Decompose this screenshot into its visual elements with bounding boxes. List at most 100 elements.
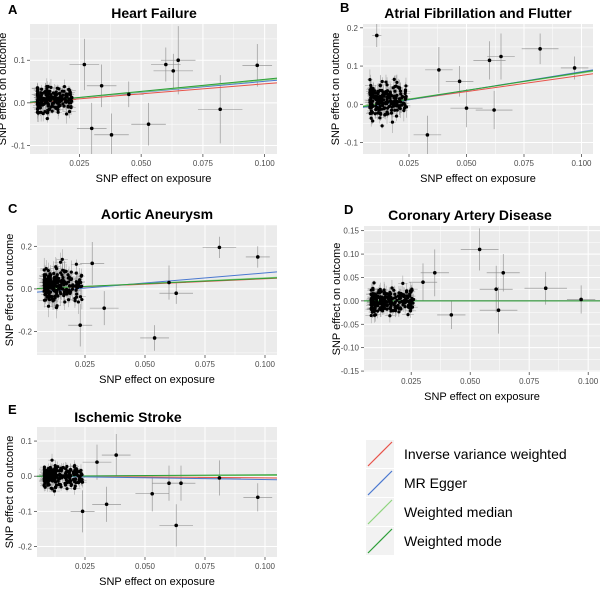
snp-point (393, 296, 396, 299)
snp-point (58, 474, 61, 477)
snp-point (62, 105, 65, 108)
snp-point (387, 105, 390, 108)
snp-point (73, 487, 76, 490)
snp-point (458, 80, 462, 84)
snp-point (433, 271, 437, 275)
y-tick-label: 0.2 (347, 24, 359, 33)
snp-point (68, 285, 71, 288)
x-tick-label: 0.025 (399, 159, 420, 168)
x-tick-label: 0.025 (75, 360, 96, 369)
snp-point (40, 88, 43, 91)
snp-point (397, 307, 400, 310)
snp-point (51, 287, 54, 290)
snp-point (218, 476, 222, 480)
snp-point (47, 104, 50, 107)
snp-point (47, 297, 50, 300)
snp-point (371, 307, 374, 310)
snp-point (75, 272, 78, 275)
snp-point (53, 468, 56, 471)
snp-point (381, 95, 384, 98)
snp-point (52, 479, 55, 482)
snp-point (385, 96, 388, 99)
snp-point (404, 92, 407, 95)
snp-point (390, 109, 393, 112)
x-axis-label: SNP effect on exposure (96, 173, 212, 185)
snp-point (49, 475, 52, 478)
snp-point (53, 98, 56, 101)
snp-point (50, 459, 53, 462)
snp-point (388, 314, 391, 317)
snp-point (573, 66, 577, 70)
snp-point (404, 88, 407, 91)
snp-point (375, 34, 379, 38)
snp-point (55, 484, 58, 487)
snp-point (393, 90, 396, 93)
snp-point (46, 117, 49, 120)
snp-point (114, 453, 118, 457)
snp-point (56, 87, 59, 90)
snp-point (95, 460, 99, 464)
snp-point (68, 89, 71, 92)
snp-point (62, 294, 65, 297)
snp-point (399, 89, 402, 92)
snp-point (255, 64, 259, 68)
snp-point (368, 78, 371, 81)
snp-point (371, 299, 374, 302)
snp-point (90, 262, 94, 266)
snp-point (63, 300, 66, 303)
snp-point (386, 304, 389, 307)
snp-point (72, 478, 75, 481)
snp-point (372, 281, 375, 284)
snp-point (398, 104, 401, 107)
snp-point (47, 275, 50, 278)
snp-point (105, 502, 109, 506)
snp-point (44, 298, 47, 301)
snp-point (171, 69, 175, 73)
x-tick-label: 0.075 (193, 159, 214, 168)
x-tick-label: 0.025 (401, 377, 422, 386)
y-tick-label: 0.1 (21, 437, 33, 446)
snp-point (52, 91, 55, 94)
snp-point (69, 278, 72, 281)
snp-point (71, 288, 74, 291)
panel-e: E Ischemic Stroke 0.025 0.050 0.075 0.100 -0.2… (4, 402, 277, 588)
snp-point (69, 468, 72, 471)
snp-point (80, 472, 83, 475)
snp-point (406, 313, 409, 316)
x-tick-label: 0.075 (195, 360, 216, 369)
snp-point (373, 296, 376, 299)
y-axis-label: SNP effect on outcome (0, 33, 9, 146)
snp-point (426, 133, 430, 137)
y-axis-label: SNP effect on outcome (331, 243, 343, 356)
snp-point (75, 473, 78, 476)
plot-background (37, 427, 277, 557)
snp-point (47, 108, 50, 111)
snp-point (64, 471, 67, 474)
panel-title: Atrial Fibrillation and Flutter (384, 5, 572, 21)
snp-point (61, 98, 64, 101)
panel-title: Heart Failure (111, 5, 197, 21)
legend-label: Inverse variance weighted (404, 446, 567, 462)
snp-point (81, 510, 85, 514)
snp-point (397, 100, 400, 103)
snp-point (68, 110, 71, 113)
snp-point (78, 476, 81, 479)
snp-point (256, 495, 260, 499)
y-tick-label: -0.15 (341, 367, 360, 376)
snp-point (54, 275, 57, 278)
y-tick-label: -0.10 (341, 344, 360, 353)
snp-point (393, 85, 396, 88)
snp-point (379, 100, 382, 103)
snp-point (48, 466, 51, 469)
snp-point (36, 107, 39, 110)
snp-point (76, 286, 79, 289)
snp-point (90, 127, 94, 131)
x-tick-label: 0.050 (456, 159, 477, 168)
legend-label: Weighted mode (404, 533, 502, 549)
snp-point (388, 291, 391, 294)
x-tick-label: 0.100 (571, 159, 592, 168)
snp-point (77, 280, 80, 283)
snp-point (387, 93, 390, 96)
snp-point (383, 292, 386, 295)
snp-point (110, 133, 114, 137)
